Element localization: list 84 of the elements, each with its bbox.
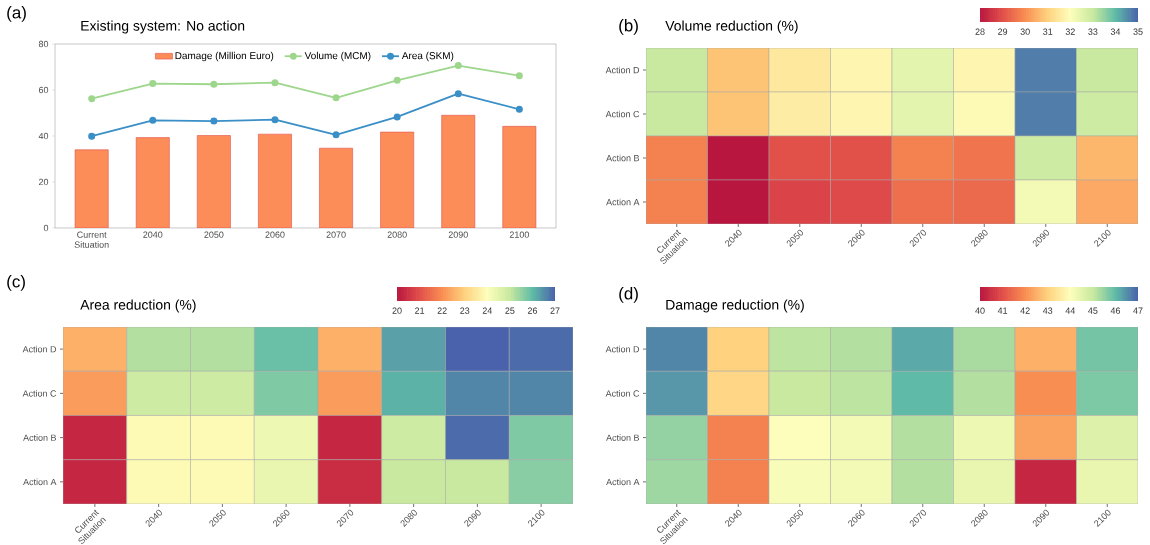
- color-bar-label: 41: [997, 307, 1008, 314]
- y-tick-label: Action B: [23, 434, 57, 441]
- color-bar-label: 30: [1020, 28, 1030, 35]
- y-tick-label: Action A: [606, 198, 640, 206]
- chart-title: Area reduction (%): [80, 299, 196, 313]
- bar: [441, 114, 476, 228]
- color-bar-label: 32: [1065, 28, 1075, 35]
- legend-label: Volume (MCM): [304, 51, 371, 62]
- y-tick-label: Action D: [605, 66, 640, 74]
- text: (d): [619, 287, 638, 303]
- y-tick-label: 80: [38, 40, 49, 48]
- bar: [258, 133, 292, 228]
- color-bar-label: 33: [1088, 28, 1098, 35]
- point: [149, 116, 157, 124]
- point: [332, 94, 340, 102]
- color-bar-label: 27: [550, 307, 560, 314]
- bar: [196, 135, 231, 228]
- color-bar-label: 28: [975, 28, 985, 35]
- point: [210, 80, 218, 88]
- bar: [502, 126, 537, 228]
- color-bar-label: 21: [415, 307, 425, 314]
- legend-label: Damage (Million Euro): [175, 51, 274, 62]
- point: [332, 131, 340, 139]
- x-tick-label: 2050: [204, 231, 224, 238]
- color-bar-label: 40: [975, 307, 985, 314]
- color-bar-label: 31: [1043, 28, 1053, 35]
- y-tick-label: Action C: [22, 390, 57, 397]
- y-tick-label: Action C: [605, 390, 640, 397]
- color-bar-label: 26: [527, 307, 538, 314]
- x-tick-label: 2100: [509, 231, 529, 238]
- color-bar-label: 47: [1133, 307, 1143, 314]
- color-bar-label: 46: [1110, 307, 1121, 314]
- color-bar-label: 20: [392, 307, 402, 314]
- chart-title: Volume reduction (%): [665, 20, 798, 34]
- point: [515, 72, 523, 80]
- x-tick-label: 2040: [143, 231, 163, 238]
- point: [88, 132, 96, 140]
- bar: [319, 147, 353, 228]
- color-bar-label: 23: [460, 307, 470, 314]
- point: [149, 80, 157, 88]
- point: [210, 117, 218, 125]
- color-bar-label: 44: [1065, 307, 1076, 314]
- y-tick-label: 60: [38, 86, 49, 94]
- color-bar-label: 35: [1133, 28, 1143, 35]
- x-tick-label: Current Situation: [74, 231, 109, 248]
- point: [393, 76, 401, 84]
- color-bar-label: 24: [482, 307, 493, 314]
- point: [271, 79, 279, 87]
- chart-title: Damage reduction (%): [666, 299, 804, 313]
- y-tick-label: Action D: [22, 345, 57, 353]
- bar: [380, 131, 415, 228]
- point: [271, 116, 279, 124]
- legend-label: Area (SKM): [401, 51, 454, 62]
- y-tick-label: 40: [38, 132, 49, 140]
- y-tick-label: Action B: [606, 434, 640, 441]
- color-bar-label: 42: [1020, 307, 1030, 314]
- y-tick-label: Action B: [606, 154, 640, 162]
- y-tick-label: Action A: [23, 478, 57, 486]
- x-tick-label: 2090: [448, 231, 468, 238]
- x-tick-label: 2070: [326, 231, 346, 238]
- point: [88, 95, 96, 103]
- bar: [135, 137, 170, 228]
- y-tick-label: 0: [43, 224, 49, 232]
- chart-title: Existing system: No action: [81, 20, 245, 34]
- color-bar-label: 34: [1110, 28, 1121, 35]
- color-bar-label: 45: [1088, 307, 1098, 314]
- point: [515, 105, 523, 113]
- point: [454, 90, 462, 98]
- x-tick-label: 2060: [265, 231, 285, 238]
- y-tick-label: Action A: [606, 478, 640, 486]
- text: (b): [619, 19, 638, 35]
- color-bar-label: 22: [437, 307, 447, 314]
- y-tick-label: Action C: [605, 110, 640, 118]
- color-bar-label: 29: [998, 28, 1008, 35]
- text: (c): [7, 275, 25, 291]
- x-tick-label: 2080: [387, 231, 407, 238]
- text: (a): [7, 6, 26, 22]
- bar: [74, 149, 109, 228]
- point: [454, 62, 462, 70]
- y-tick-label: Action D: [605, 345, 640, 353]
- y-tick-label: 20: [38, 178, 49, 186]
- color-bar-label: 43: [1042, 307, 1053, 314]
- color-bar-label: 25: [505, 307, 515, 314]
- point: [393, 113, 401, 121]
